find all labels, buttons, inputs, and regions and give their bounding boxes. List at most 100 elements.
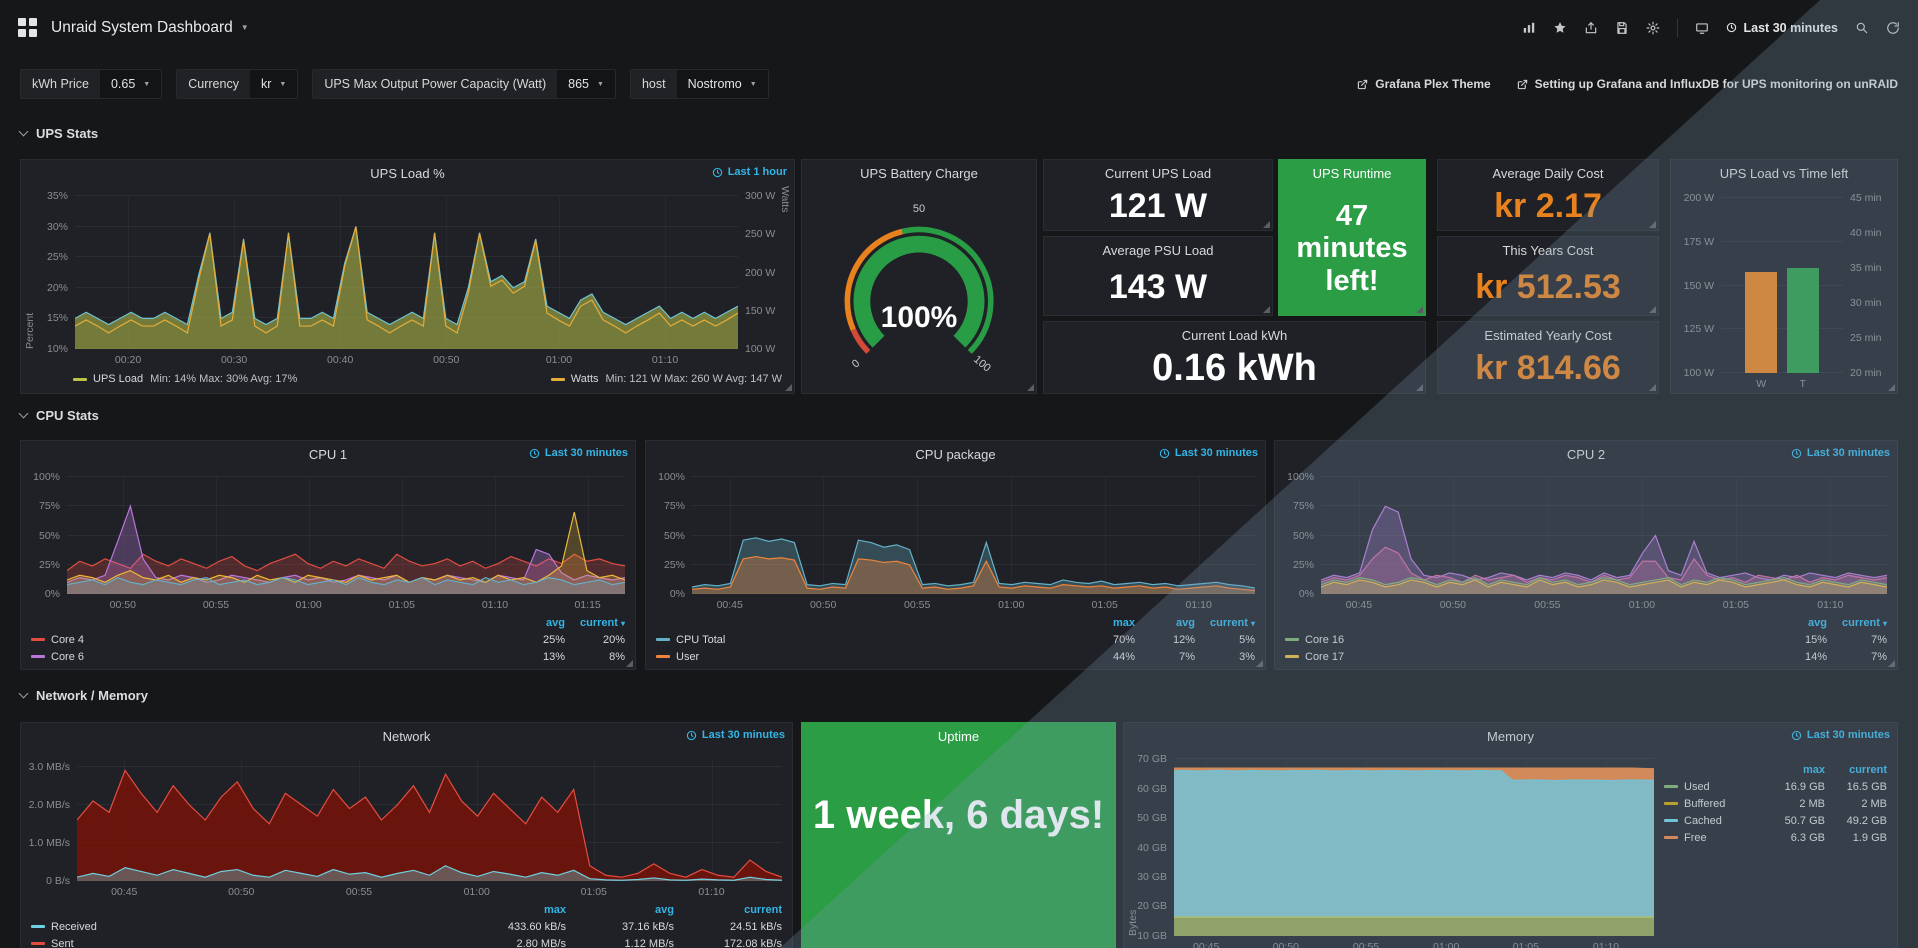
variable-value-dropdown[interactable]: kr ▼ (249, 70, 298, 98)
panel-title[interactable]: UPS Load vs Time left (1719, 165, 1849, 181)
settings-gear-icon[interactable] (1646, 21, 1660, 35)
panel-resize-handle[interactable] (1888, 384, 1895, 391)
panel-title[interactable]: CPU 2 (1566, 446, 1606, 462)
panel-resize-handle[interactable] (1263, 221, 1270, 228)
section-cpu-stats[interactable]: CPU Stats (18, 408, 99, 423)
legend-row[interactable]: Buffered 2 MB 2 MB (1664, 795, 1887, 812)
panel-title[interactable]: Uptime (937, 728, 980, 744)
panel-resize-handle[interactable] (1649, 221, 1656, 228)
plot-area[interactable] (77, 759, 782, 881)
panel-resize-handle[interactable] (1256, 660, 1263, 667)
dashboard-title[interactable]: Unraid System Dashboard ▼ (51, 19, 249, 37)
legend-sort-header[interactable]: current ▾ (580, 616, 625, 629)
legend-row[interactable]: Used 16.9 GB 16.5 GB (1664, 778, 1887, 795)
axis-tick: 01:00 (295, 599, 322, 611)
panel-title[interactable]: CPU 1 (308, 446, 348, 462)
legend-sort-header[interactable]: avg (546, 616, 565, 629)
legend-row[interactable]: Core 16 15% 7% (1285, 631, 1887, 648)
panel-title[interactable]: Estimated Yearly Cost (1484, 327, 1612, 343)
battery-gauge[interactable]: 0 50 100 100% (802, 186, 1036, 393)
panel-title[interactable]: Average PSU Load (1102, 242, 1214, 258)
panel-title[interactable]: UPS Load % (370, 165, 445, 181)
legend-row[interactable]: Free 6.3 GB 1.9 GB (1664, 829, 1887, 846)
variable-kwh-price[interactable]: kWh Price 0.65 ▼ (20, 69, 163, 99)
tv-mode-icon[interactable] (1695, 21, 1709, 35)
time-range-picker[interactable]: Last 30 minutes (1726, 21, 1838, 35)
plot-area[interactable] (692, 476, 1255, 594)
star-icon[interactable] (1553, 21, 1567, 35)
panel-title[interactable]: This Years Cost (1502, 242, 1594, 258)
variable-value-dropdown[interactable]: 865 ▼ (557, 70, 615, 98)
variable-host[interactable]: host Nostromo ▼ (629, 69, 769, 99)
plot-area[interactable] (1174, 758, 1654, 936)
panel-resize-handle[interactable] (1649, 384, 1656, 391)
panel-title[interactable]: Average Daily Cost (1492, 165, 1604, 181)
panel-resize-handle[interactable] (1416, 306, 1423, 313)
legend-sort-header[interactable]: max (1112, 616, 1135, 629)
panel-title[interactable]: Network (382, 728, 431, 744)
plot-area[interactable] (75, 195, 738, 349)
plot-area[interactable] (67, 476, 625, 594)
variable-label: Currency (177, 70, 250, 98)
share-icon[interactable] (1584, 21, 1598, 35)
panel-time-range[interactable]: Last 30 minutes (686, 729, 785, 741)
save-icon[interactable] (1615, 21, 1629, 35)
legend-sort-header[interactable]: avg (1176, 616, 1195, 629)
grid-line (1174, 758, 1654, 759)
legend-sort-header[interactable]: avg (655, 903, 674, 916)
legend-sort-header[interactable]: current ▾ (1210, 616, 1255, 629)
panel-title[interactable]: CPU package (915, 446, 996, 462)
plot-area[interactable] (1321, 476, 1887, 594)
legend-row[interactable]: User 44% 7% 3% (656, 648, 1255, 665)
legend-item[interactable]: Watts Min: 121 W Max: 260 W Avg: 147 W (550, 373, 782, 385)
axis-tick: 35% (46, 190, 68, 202)
add-panel-icon[interactable] (1522, 21, 1536, 35)
legend-row[interactable]: Received 433.60 kB/s 37.16 kB/s 24.51 kB/s (31, 918, 782, 935)
refresh-icon[interactable] (1886, 21, 1900, 35)
panel-resize-handle[interactable] (1263, 306, 1270, 313)
panel-resize-handle[interactable] (1416, 384, 1423, 391)
plot-area[interactable] (1721, 197, 1843, 373)
panel-time-range[interactable]: Last 30 minutes (1791, 729, 1890, 741)
section-ups-stats[interactable]: UPS Stats (18, 126, 98, 141)
variable-ups-max-output[interactable]: UPS Max Output Power Capacity (Watt) 865 ▼ (312, 69, 616, 99)
axis-tick: 2.0 MB/s (28, 798, 70, 811)
link-grafana-plex-theme[interactable]: Grafana Plex Theme (1357, 77, 1491, 91)
panel-title[interactable]: UPS Runtime (1312, 165, 1392, 181)
section-network-memory[interactable]: Network / Memory (18, 688, 148, 703)
panel-resize-handle[interactable] (1649, 306, 1656, 313)
panel-time-range[interactable]: Last 1 hour (712, 166, 787, 178)
legend-sort-header[interactable]: current (744, 903, 782, 916)
panel-time-range[interactable]: Last 30 minutes (529, 447, 628, 459)
app-logo-icon[interactable] (18, 18, 37, 37)
panel-title[interactable]: Current Load kWh (1181, 327, 1288, 343)
panel-title[interactable]: Current UPS Load (1104, 165, 1212, 181)
link-grafana-influxdb-guide[interactable]: Setting up Grafana and InfluxDB for UPS … (1517, 77, 1898, 91)
legend-row[interactable]: Core 4 25% 20% (31, 631, 625, 648)
legend-sort-header[interactable]: current ▾ (1842, 616, 1887, 629)
panel-resize-handle[interactable] (785, 384, 792, 391)
panel-uptime: Uptime 1 week, 6 days! (801, 722, 1116, 948)
legend-row[interactable]: Core 6 13% 8% (31, 648, 625, 665)
panel-time-range[interactable]: Last 30 minutes (1791, 447, 1890, 459)
legend-item[interactable]: UPS Load Min: 14% Max: 30% Avg: 17% (73, 373, 297, 385)
panel-title[interactable]: Memory (1487, 728, 1534, 744)
legend-sort-header[interactable]: avg (1808, 616, 1827, 629)
legend-sort-header[interactable]: max (1802, 763, 1825, 776)
panel-time-range[interactable]: Last 30 minutes (1159, 447, 1258, 459)
legend-row[interactable]: Cached 50.7 GB 49.2 GB (1664, 812, 1887, 829)
legend-row[interactable]: Core 17 14% 7% (1285, 648, 1887, 665)
variable-currency[interactable]: Currency kr ▼ (176, 69, 299, 99)
zoom-out-icon[interactable] (1855, 21, 1869, 35)
legend-sort-header[interactable]: current (1849, 763, 1887, 776)
panel-resize-handle[interactable] (1888, 660, 1895, 667)
panel-resize-handle[interactable] (1027, 384, 1034, 391)
variable-value-dropdown[interactable]: Nostromo ▼ (676, 70, 768, 98)
legend-row[interactable]: Sent 2.80 MB/s 1.12 MB/s 172.08 kB/s (31, 935, 782, 948)
legend-sort-header[interactable]: max (543, 903, 566, 916)
panel-resize-handle[interactable] (626, 660, 633, 667)
grid-line (692, 534, 1255, 536)
panel-title[interactable]: UPS Battery Charge (860, 165, 978, 181)
legend-row[interactable]: CPU Total 70% 12% 5% (656, 631, 1255, 648)
variable-value-dropdown[interactable]: 0.65 ▼ (99, 70, 162, 98)
